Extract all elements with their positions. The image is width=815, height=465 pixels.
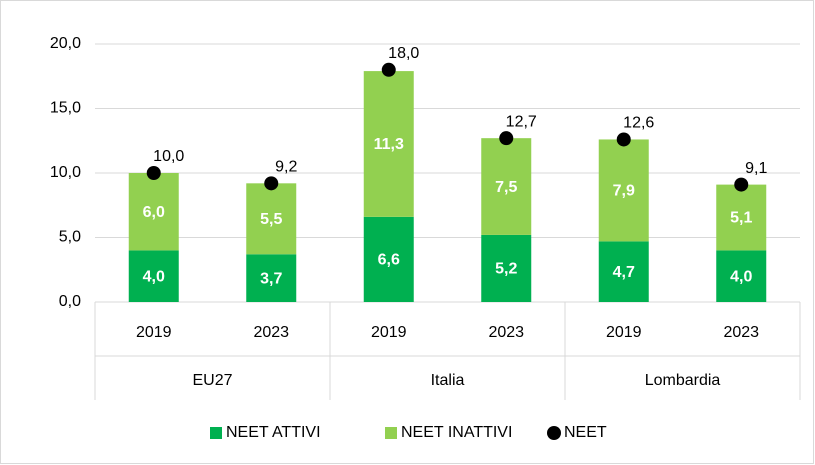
x-tick-label: 2023 [723,324,759,341]
bar-label: 3,7 [260,270,282,287]
legend-label: NEET [564,424,607,441]
bar-label: 4,0 [730,268,752,285]
legend-swatch [210,427,222,439]
bar [246,254,297,302]
legend-swatch [547,426,561,440]
legend-swatch [385,427,397,439]
bar [598,241,649,302]
x-tick-label: 2019 [136,324,172,341]
dot [381,62,396,77]
legend-label: NEET ATTIVI [226,424,321,441]
bar-label: 4,0 [143,268,165,285]
bar-label: 7,5 [495,179,517,196]
bar [246,183,297,255]
y-tick-label: 10,0 [50,164,81,181]
bar-label: 5,1 [730,210,752,227]
y-tick-label: 20,0 [50,35,81,52]
dot [616,132,631,147]
bar [598,139,649,242]
group-label: EU27 [192,372,232,389]
dot-label: 10,0 [153,148,184,165]
dot-label: 12,6 [623,115,654,132]
bar-label: 11,3 [374,136,404,153]
dot [264,176,279,191]
bar [128,250,179,302]
bar-label: 7,9 [613,183,635,200]
y-tick-label: 0,0 [59,293,81,310]
x-tick-label: 2019 [371,324,407,341]
dot-label: 9,1 [745,160,767,177]
bar [716,184,767,251]
dot [146,166,161,180]
bar [481,234,532,302]
dot [734,177,749,192]
x-tick-label: 2019 [606,324,642,341]
bar-label: 6,0 [143,204,165,221]
bar-label: 4,7 [613,264,635,281]
bar [128,173,179,251]
x-tick-label: 2023 [488,324,524,341]
dot [499,131,514,146]
dot-label: 18,0 [388,45,419,62]
bar-label: 6,6 [378,252,400,269]
bar [363,216,414,302]
bar [481,138,532,235]
bar-label: 5,2 [495,261,517,278]
y-tick-label: 5,0 [59,229,81,246]
group-label: Italia [431,372,465,389]
bar [363,71,414,217]
dot-label: 9,2 [275,159,297,176]
group-label: Lombardia [645,372,721,389]
y-tick-label: 15,0 [50,100,81,117]
x-tick-label: 2023 [253,324,289,341]
dot-label: 12,7 [506,113,537,130]
bar-label: 5,5 [260,211,282,228]
legend-label: NEET INATTIVI [401,424,512,441]
bar [716,250,767,302]
